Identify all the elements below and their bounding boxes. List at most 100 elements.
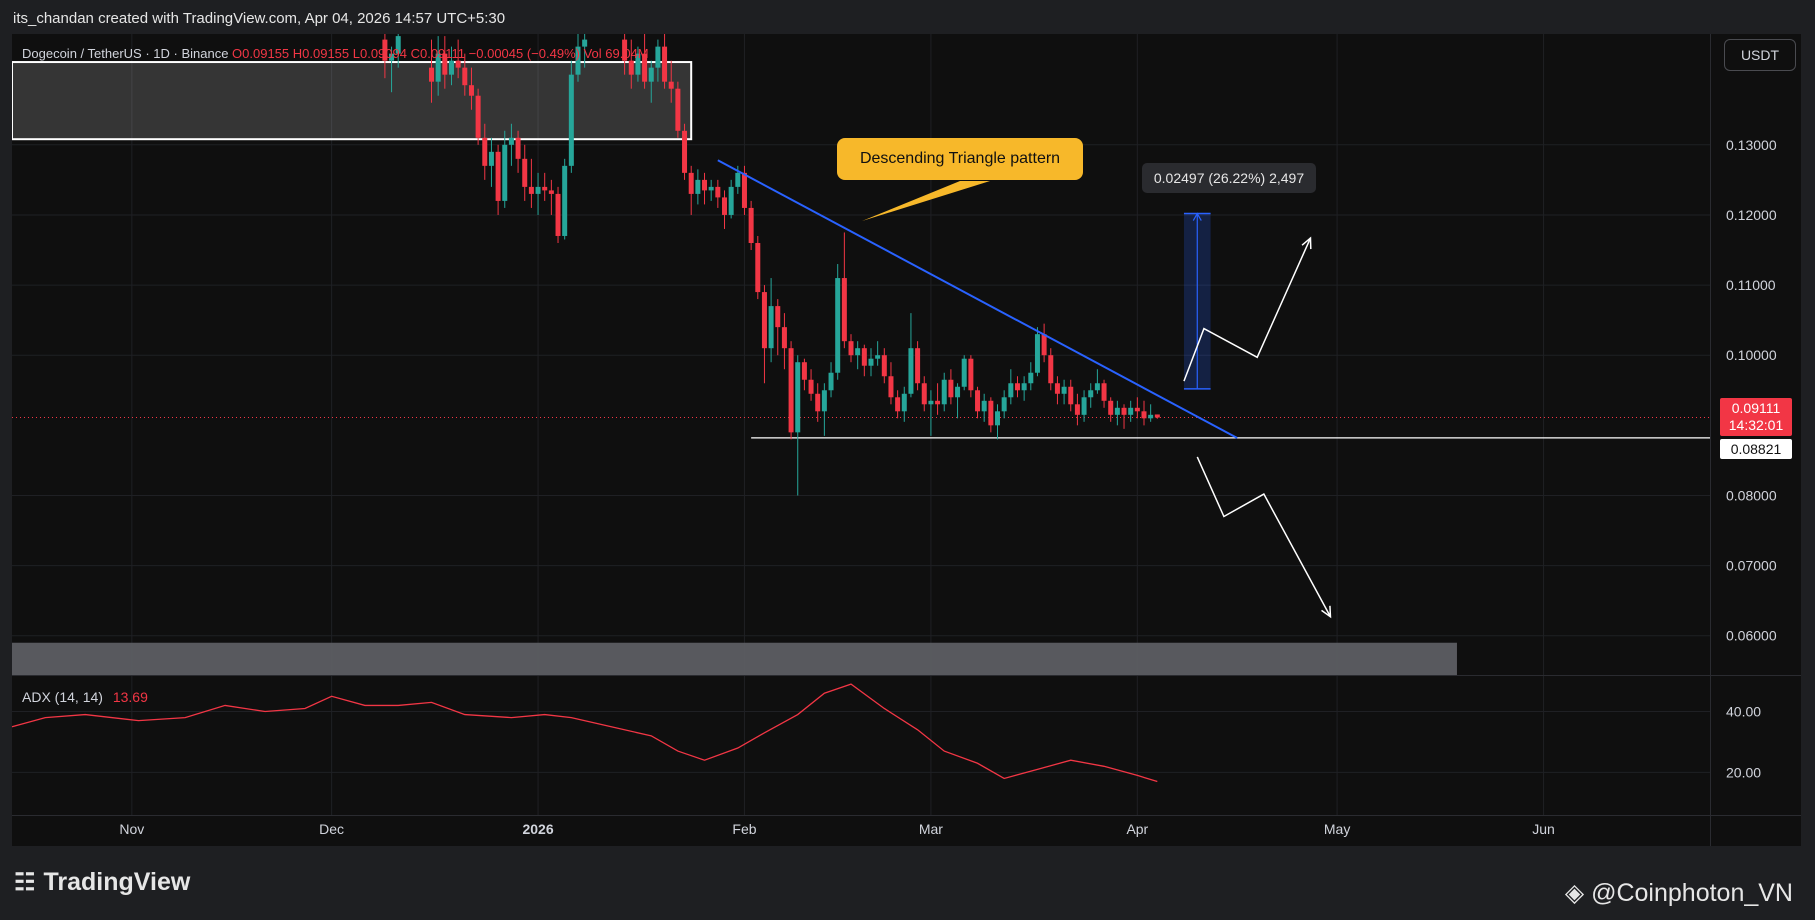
price-tick-label: 0.10000 <box>1726 347 1777 363</box>
candle-body <box>655 46 661 68</box>
candle-body <box>515 137 521 159</box>
candle-body <box>1041 334 1047 356</box>
candle-body <box>395 36 401 54</box>
candle-body <box>1101 383 1107 401</box>
candle-body <box>841 278 847 342</box>
candle-body <box>695 179 701 194</box>
candle-body <box>1094 383 1100 391</box>
time-tick-label: 2026 <box>522 821 553 837</box>
candle-body <box>855 348 861 356</box>
candle-body <box>642 53 648 82</box>
time-tick-label: Feb <box>732 821 756 837</box>
candle-body <box>1154 414 1160 418</box>
last-price-label: 0.09111 14:32:01 <box>1720 398 1792 436</box>
candle-body <box>1061 386 1067 394</box>
price-tick-label: 0.08000 <box>1726 487 1777 503</box>
watermark: ◈ @Coinphoton_VN <box>1565 878 1793 908</box>
bearish-projection-arrow <box>1196 456 1332 618</box>
candle-body <box>582 39 588 47</box>
candle-body <box>808 379 814 394</box>
candle-body <box>788 348 794 433</box>
candle-body <box>868 358 874 366</box>
candle-body <box>908 348 914 394</box>
candle-body <box>941 379 947 405</box>
candle-body <box>702 179 708 191</box>
candle-body <box>1141 411 1147 419</box>
adx-pane <box>11 683 1158 783</box>
support-price-label: 0.08821 <box>1720 439 1792 459</box>
candle-body <box>735 172 741 187</box>
adx-legend[interactable]: ADX (14, 14) 13.69 <box>22 689 148 705</box>
candle-body <box>1134 407 1140 412</box>
candle-body <box>921 383 927 405</box>
candle-body <box>1001 397 1007 412</box>
candle-body <box>568 74 574 166</box>
candle-body <box>635 53 641 75</box>
candle-body <box>881 355 887 377</box>
adx-tick-label: 20.00 <box>1726 764 1761 780</box>
candle-body <box>548 190 554 194</box>
candle-body <box>981 400 987 412</box>
candle-body <box>1081 397 1087 415</box>
demand-zone-box <box>12 642 1457 675</box>
price-pane <box>12 34 1710 675</box>
candle-body <box>935 400 941 405</box>
price-tick-label: 0.11000 <box>1726 277 1776 293</box>
volume-value: Vol 69.04M <box>583 46 649 61</box>
bearish-projection-arrow-arrowhead <box>1321 605 1332 619</box>
candle-body <box>1114 407 1120 415</box>
candle-body <box>928 400 934 405</box>
descending-triangle-callout[interactable]: Descending Triangle pattern <box>837 138 1083 180</box>
candle-body <box>442 53 448 75</box>
candle-body <box>775 306 781 328</box>
candle-body <box>555 193 561 236</box>
candle-body <box>1048 355 1054 384</box>
ohlc-values: O0.09155 H0.09155 L0.09094 C0.09111 −0.0… <box>232 46 580 61</box>
candle-body <box>815 393 821 412</box>
price-range-measure-label[interactable]: 0.02497 (26.22%) 2,497 <box>1142 163 1316 193</box>
candle-body <box>682 130 688 173</box>
measure-arrow-head <box>1192 212 1202 221</box>
adx-line <box>11 683 1158 783</box>
candle-body <box>622 39 628 61</box>
candle-body <box>662 46 668 82</box>
supply-zone-box <box>12 61 693 141</box>
candle-body <box>675 88 681 131</box>
candle-body <box>389 53 395 61</box>
time-tick-label: Dec <box>319 821 344 837</box>
candle-body <box>508 137 514 145</box>
callout-pointer <box>862 181 990 221</box>
candle-body <box>835 278 841 373</box>
top-bar: its_chandan created with TradingView.com… <box>0 0 1815 34</box>
diamond-icon: ◈ <box>1564 879 1592 907</box>
candle-body <box>522 158 528 187</box>
candle-body <box>482 137 488 166</box>
candle-body <box>801 362 807 380</box>
candle-body <box>1028 372 1034 384</box>
candle-body <box>468 85 474 96</box>
currency-button[interactable]: USDT <box>1724 39 1796 71</box>
candle-body <box>1034 334 1040 373</box>
candle-body <box>1074 404 1080 415</box>
candle-body <box>1008 383 1014 398</box>
candle-body <box>955 386 961 398</box>
price-tick-label: 0.12000 <box>1726 207 1777 223</box>
time-tick-label: Jun <box>1532 821 1555 837</box>
candle-body <box>429 67 435 82</box>
candle-body <box>1054 383 1060 394</box>
price-tick-label: 0.13000 <box>1726 137 1777 153</box>
symbol-legend[interactable]: Dogecoin / TetherUS · 1D · Binance O0.09… <box>22 46 649 61</box>
candle-body <box>475 95 481 138</box>
candle-body <box>848 341 854 356</box>
adx-tick-label: 40.00 <box>1726 704 1761 720</box>
candle-body <box>535 186 541 194</box>
candle-body <box>542 186 548 191</box>
candle-body <box>528 186 534 194</box>
candle-body <box>1088 390 1094 398</box>
candle-body <box>995 411 1001 426</box>
candle-body <box>575 46 581 75</box>
tradingview-mark-icon: ☷ <box>14 869 36 896</box>
candle-body <box>975 390 981 412</box>
candle-body <box>741 172 747 208</box>
